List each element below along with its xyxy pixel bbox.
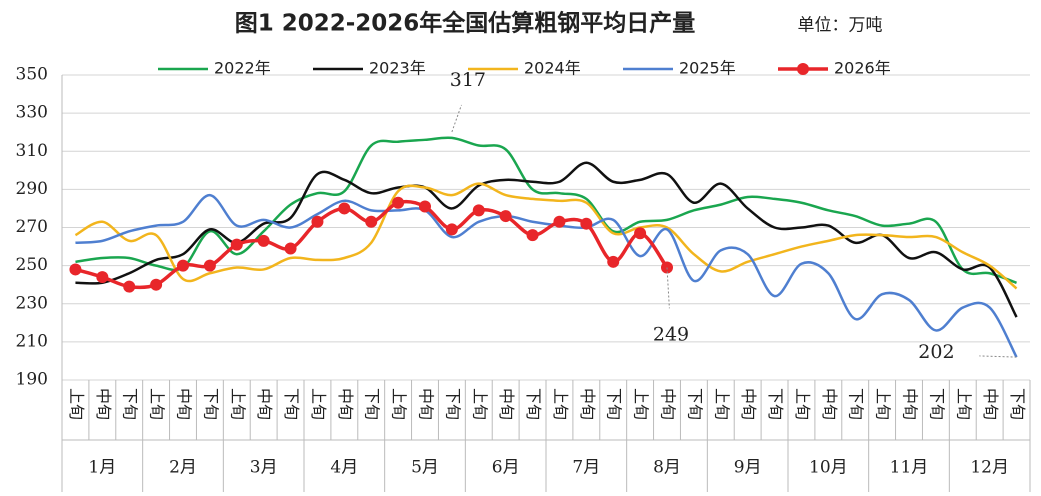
annotation-label: 317	[450, 69, 486, 91]
month-label: 2月	[169, 458, 197, 478]
chart-title: 图1 2022-2026年全国估算粗钢平均日产量	[235, 10, 696, 37]
month-label: 3月	[250, 458, 278, 478]
x-tick-label: 下旬	[685, 388, 704, 420]
x-tick-label: 中旬	[497, 388, 516, 420]
x-tick-label: 中旬	[175, 388, 194, 420]
annotation-leader	[979, 355, 1017, 358]
x-tick-label: 上旬	[148, 388, 167, 420]
point-marker	[284, 242, 297, 255]
point-marker	[203, 259, 216, 272]
point-marker	[634, 227, 647, 240]
y-tick-label: 210	[16, 331, 48, 351]
series-line	[75, 136, 1017, 284]
month-label: 11月	[890, 458, 929, 478]
point-marker	[257, 234, 270, 247]
y-tick-label: 230	[16, 293, 48, 313]
y-tick-label: 290	[16, 179, 48, 199]
annotation-label: 249	[653, 324, 689, 346]
legend-label: 2022年	[214, 59, 271, 78]
point-marker	[419, 200, 431, 213]
legend-marker	[797, 63, 809, 75]
point-marker	[526, 229, 539, 242]
y-tick-label: 190	[16, 370, 48, 390]
x-tick-label: 上旬	[793, 388, 812, 420]
legend-label: 2026年	[834, 59, 891, 78]
x-tick-label: 下旬	[1008, 388, 1027, 420]
x-tick-label: 上旬	[390, 388, 409, 420]
month-label: 1月	[88, 458, 116, 478]
month-label: 5月	[411, 458, 439, 478]
point-marker	[69, 263, 82, 276]
x-tick-label: 上旬	[712, 388, 731, 420]
month-label: 4月	[330, 458, 358, 478]
annotation-label: 202	[918, 341, 954, 363]
point-marker	[96, 271, 109, 284]
x-tick-label: 上旬	[228, 388, 247, 420]
month-label: 8月	[653, 458, 681, 478]
point-marker	[123, 280, 136, 293]
point-marker	[472, 204, 485, 217]
y-tick-label: 270	[16, 217, 48, 237]
series-line	[74, 182, 1018, 290]
x-tick-label: 上旬	[551, 388, 570, 420]
annotation-leader	[666, 267, 670, 309]
x-tick-label: 下旬	[282, 388, 301, 420]
y-tick-label: 350	[16, 65, 48, 85]
x-tick-label: 下旬	[363, 388, 382, 420]
point-marker	[553, 215, 566, 228]
point-marker	[150, 278, 163, 291]
legend-label: 2023年	[369, 59, 426, 78]
x-tick-label: 上旬	[874, 388, 893, 420]
x-tick-label: 下旬	[927, 388, 946, 420]
x-tick-label: 下旬	[605, 388, 624, 420]
x-tick-label: 上旬	[67, 388, 86, 420]
month-label: 7月	[572, 458, 600, 478]
x-tick-label: 中旬	[255, 388, 274, 420]
x-tick-label: 上旬	[470, 388, 489, 420]
x-tick-label: 下旬	[524, 388, 543, 420]
y-tick-label: 250	[16, 255, 48, 275]
x-tick-label: 中旬	[901, 388, 920, 420]
point-marker	[177, 259, 189, 272]
x-tick-label: 下旬	[201, 388, 220, 420]
month-label: 12月	[970, 458, 1009, 478]
series-line	[75, 193, 1018, 358]
point-marker	[607, 255, 620, 268]
x-tick-label: 下旬	[443, 388, 462, 420]
x-tick-label: 中旬	[94, 388, 113, 420]
month-label: 10月	[809, 458, 848, 478]
x-tick-label: 中旬	[417, 388, 436, 420]
x-tick-label: 上旬	[632, 388, 651, 420]
point-marker	[499, 210, 512, 223]
chart-subtitle: 单位：万吨	[798, 16, 883, 36]
y-tick-label: 330	[16, 103, 48, 123]
x-tick-label: 中旬	[336, 388, 355, 420]
point-marker	[365, 215, 378, 228]
annotation-leader	[451, 104, 462, 133]
x-tick-label: 上旬	[309, 388, 328, 420]
legend-label: 2024年	[524, 59, 581, 78]
point-marker	[445, 223, 458, 236]
x-tick-label: 下旬	[847, 388, 866, 420]
month-label: 6月	[492, 458, 520, 478]
series-line	[75, 161, 1018, 318]
point-marker	[230, 238, 243, 251]
x-tick-label: 中旬	[981, 388, 1000, 420]
point-marker	[338, 202, 351, 215]
x-tick-label: 下旬	[121, 388, 140, 420]
x-tick-label: 上旬	[954, 388, 973, 420]
legend-label: 2025年	[679, 59, 736, 78]
x-tick-label: 下旬	[766, 388, 785, 420]
x-tick-label: 中旬	[578, 388, 597, 420]
x-tick-label: 中旬	[659, 388, 678, 420]
month-label: 9月	[734, 458, 762, 478]
x-tick-label: 中旬	[820, 388, 839, 420]
point-marker	[392, 196, 405, 209]
point-marker	[311, 215, 324, 228]
y-tick-label: 310	[16, 141, 48, 161]
point-marker	[580, 217, 593, 230]
x-tick-label: 中旬	[739, 388, 758, 420]
